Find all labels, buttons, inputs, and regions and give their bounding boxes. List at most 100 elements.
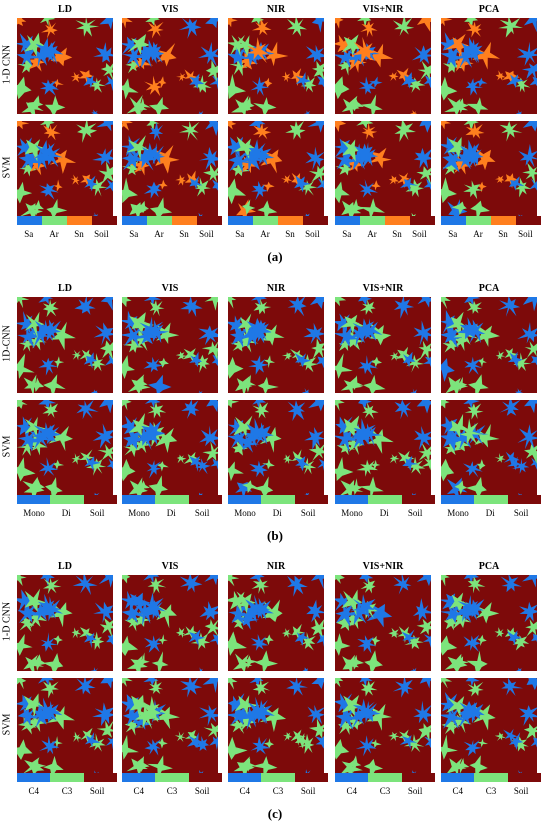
plant-region — [96, 121, 113, 132]
legend-class-label: C3 — [379, 786, 391, 796]
plant-region — [122, 355, 135, 379]
plant-region — [239, 96, 255, 112]
plant-region — [408, 212, 417, 217]
plant-region — [358, 297, 372, 306]
plant-region — [143, 635, 162, 653]
legend-class-label: Mono — [128, 508, 150, 518]
plant-region — [122, 635, 139, 657]
plant-region — [363, 758, 384, 774]
legend-swatch — [507, 495, 541, 504]
plant-region — [228, 631, 247, 656]
plant-region — [242, 480, 259, 494]
plant-region — [463, 575, 480, 585]
plant-region — [500, 575, 522, 593]
classification-map — [122, 297, 218, 393]
plant-region — [127, 34, 151, 56]
plant-region — [83, 75, 98, 89]
legend-swatch — [474, 773, 508, 782]
plant-region — [441, 177, 457, 204]
plant-region — [91, 109, 99, 114]
legend-class-label: Sn — [285, 229, 295, 239]
plant-region — [151, 651, 169, 671]
plant-region — [458, 700, 484, 721]
plant-region — [311, 338, 324, 359]
plant-region — [388, 175, 400, 185]
plant-region — [281, 352, 293, 361]
plant-region — [410, 667, 417, 671]
plant-region — [309, 297, 324, 309]
legend-swatch — [507, 773, 541, 782]
plant-region — [444, 653, 468, 671]
classification-map — [17, 678, 113, 774]
plant-region — [38, 400, 57, 411]
plant-region — [205, 18, 218, 29]
legend-swatch — [122, 773, 156, 782]
plant-region — [143, 575, 160, 584]
plant-region — [98, 161, 113, 184]
legend-class-label: Soil — [412, 229, 427, 239]
plant-region — [206, 400, 218, 413]
plant-region — [303, 110, 311, 114]
plant-region — [105, 354, 113, 366]
plant-region — [18, 430, 39, 452]
row-label: SVM — [1, 713, 13, 736]
column-title: VIS+NIR — [362, 561, 404, 572]
plant-region — [252, 678, 271, 696]
plant-region — [122, 78, 139, 100]
legend-class-label: Soil — [305, 229, 320, 239]
plant-region — [441, 121, 451, 130]
plant-region — [518, 143, 537, 168]
plant-region — [282, 628, 293, 638]
plant-region — [126, 655, 148, 671]
classification-map — [17, 297, 113, 393]
plant-region — [457, 317, 482, 340]
legend-swatch — [83, 495, 117, 504]
plant-region — [499, 400, 521, 416]
plant-region — [122, 702, 148, 727]
plant-region — [294, 733, 311, 749]
plant-region — [347, 478, 363, 495]
plant-region — [184, 69, 201, 84]
plant-region — [413, 320, 431, 347]
plant-region — [466, 97, 489, 114]
plant-region — [417, 60, 431, 81]
plant-region — [41, 20, 58, 39]
plant-region — [31, 140, 56, 165]
plant-region — [442, 57, 464, 73]
plant-region — [129, 694, 154, 721]
plant-region — [241, 758, 256, 772]
plant-region — [366, 703, 392, 731]
legend-bar — [335, 216, 435, 225]
plant-region — [29, 377, 44, 392]
legend-class-label: C3 — [61, 786, 73, 796]
plant-region — [126, 756, 148, 774]
plant-region — [417, 297, 431, 308]
classification-map — [441, 678, 537, 774]
plant-region — [530, 356, 537, 366]
plant-region — [447, 137, 468, 158]
plant-region — [441, 678, 453, 689]
plant-region — [250, 76, 270, 97]
classification-map — [335, 678, 431, 774]
plant-region — [248, 121, 266, 132]
plant-region — [311, 678, 324, 689]
legend-bar — [228, 216, 328, 225]
plant-region — [476, 77, 488, 88]
plant-region — [335, 575, 345, 584]
plant-region — [413, 700, 431, 724]
plant-region — [441, 705, 466, 730]
plant-region — [524, 444, 537, 464]
classification-map — [228, 678, 324, 774]
plant-region — [202, 678, 218, 693]
plant-region — [310, 616, 324, 638]
plant-region — [147, 401, 167, 419]
plant-region — [341, 34, 364, 56]
plant-region — [360, 198, 386, 217]
plant-region — [525, 619, 537, 637]
plant-region — [122, 734, 139, 760]
plant-region — [312, 60, 324, 80]
legend-class-label: C3 — [485, 786, 497, 796]
plant-region — [393, 297, 415, 319]
plant-region — [335, 45, 360, 69]
classification-map — [122, 400, 218, 496]
